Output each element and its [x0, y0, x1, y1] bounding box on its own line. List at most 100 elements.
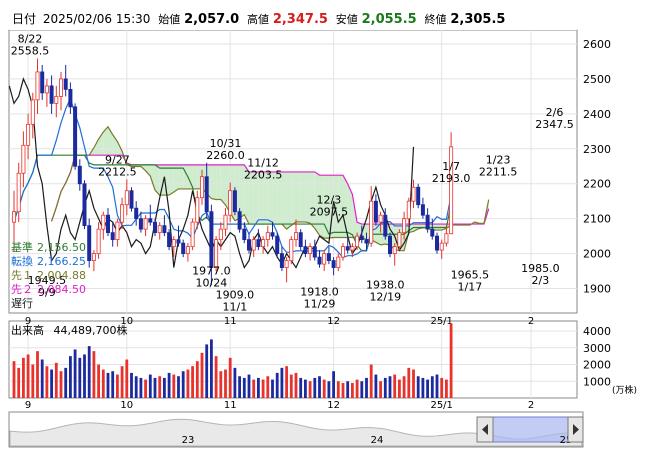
candle-body — [261, 239, 266, 248]
volume-tick-label: 1000 — [583, 375, 611, 388]
cloud-segment — [108, 126, 113, 156]
candle-body — [204, 176, 209, 213]
candle-body — [35, 71, 40, 101]
month-tick-label: 2 — [528, 316, 534, 327]
chikou-label: 遅行 — [11, 297, 33, 310]
candle-body — [397, 232, 402, 248]
candle-body — [270, 232, 275, 237]
volume-bar — [398, 379, 401, 398]
candle-body — [383, 214, 388, 237]
cloud-segment — [244, 164, 249, 225]
cloud-segment — [300, 171, 306, 222]
candle-body — [242, 228, 247, 241]
month-tick-label: 12 — [327, 316, 340, 327]
candle-body — [176, 239, 181, 244]
volume-bar — [73, 349, 77, 398]
candle-body — [167, 232, 172, 248]
volume-bar — [318, 376, 321, 398]
month-axis: 9 9 10 10 11 11 12 12 25/1 25/1 2 2 — [25, 316, 534, 411]
senko1-legend: 先１ 2,004.88 — [11, 269, 86, 282]
candle-body — [223, 214, 228, 230]
volume-bar — [120, 366, 124, 398]
volume-month-tick-label: 10 — [120, 400, 133, 411]
open-label: 始値 — [158, 12, 180, 26]
annotation-date: 9/27 — [105, 153, 130, 166]
cloud-segment — [314, 171, 320, 236]
cloud-segment — [272, 171, 278, 225]
cloud-segment — [281, 171, 287, 230]
volume-bar — [101, 369, 105, 398]
cloud-segment — [103, 126, 108, 156]
candle-body — [209, 211, 214, 268]
cloud-segment — [187, 164, 193, 189]
candle-body — [256, 239, 261, 248]
volume-bar — [275, 372, 279, 398]
volume-bar — [36, 351, 39, 398]
candle-body — [68, 88, 73, 108]
volume-month-tick-label: 12 — [327, 400, 340, 411]
annotation-value: 2558.5 — [11, 44, 50, 57]
volume-bar — [134, 376, 138, 398]
candle-body — [181, 242, 186, 255]
candle-body — [237, 211, 242, 230]
volume-bar — [163, 377, 166, 398]
candle-body — [232, 190, 237, 213]
candle-body — [214, 239, 219, 268]
cloud-segment — [319, 175, 325, 239]
cloud-segment — [267, 171, 273, 225]
candle-body — [340, 246, 345, 258]
volume-bar — [87, 346, 91, 398]
annotation-value: 2347.5 — [535, 118, 574, 131]
cloud-segment — [328, 175, 334, 239]
cloud-segment — [324, 175, 329, 239]
volume-unit: (万株) — [612, 384, 637, 396]
candle-body — [218, 228, 223, 241]
candle-body — [345, 246, 350, 251]
cloud-segment — [112, 134, 118, 156]
volume-bar — [289, 374, 293, 398]
volume-bar — [336, 381, 340, 398]
candle-body — [115, 221, 120, 241]
volume-bar — [148, 374, 152, 398]
volume-bar — [177, 376, 180, 398]
cloud-segment — [239, 164, 245, 219]
candle-body — [199, 176, 204, 199]
volume-bar — [313, 377, 317, 398]
candle-body — [387, 235, 392, 255]
annotation-value: 1918.0 — [300, 285, 339, 298]
volume-bar — [214, 356, 218, 398]
cloud-segment — [263, 171, 268, 225]
senko2-legend: 先２ 2,084.50 — [11, 283, 86, 296]
candle-body — [30, 99, 35, 125]
volume-month-tick-label: 11 — [224, 400, 237, 411]
candle-body — [350, 246, 355, 251]
volume-bar — [388, 376, 392, 398]
candle-body — [82, 183, 87, 227]
cloud-segment — [216, 164, 221, 200]
volume-bar — [116, 374, 119, 398]
cloud-segment — [258, 171, 264, 225]
price-tick-label: 2600 — [583, 38, 611, 51]
navigator-tick-label: 24 — [371, 435, 384, 446]
header-row: 日付 2025/02/06 15:30 始値 2,057.0 高値 2,347.… — [12, 12, 505, 27]
cloud-segment — [249, 171, 254, 225]
cloud-segment — [296, 171, 301, 222]
candle-body — [359, 235, 364, 241]
volume-bar — [440, 377, 444, 398]
open-value: 2,057.0 — [184, 12, 239, 27]
annotation-date: 2/3 — [532, 274, 550, 287]
candle-body — [185, 246, 190, 255]
candle-body — [364, 239, 369, 244]
senko1-value: 2,004.88 — [37, 269, 86, 282]
candle-body — [265, 232, 270, 241]
cloud-segment — [145, 164, 151, 177]
volume-bar — [252, 379, 256, 398]
volume-bar — [191, 366, 194, 398]
volume-bar — [407, 367, 411, 398]
candlesticks — [11, 58, 454, 286]
chevron-left-icon — [482, 424, 488, 435]
annotation-date: 1/7 — [442, 160, 460, 173]
volume-bar — [365, 377, 368, 398]
